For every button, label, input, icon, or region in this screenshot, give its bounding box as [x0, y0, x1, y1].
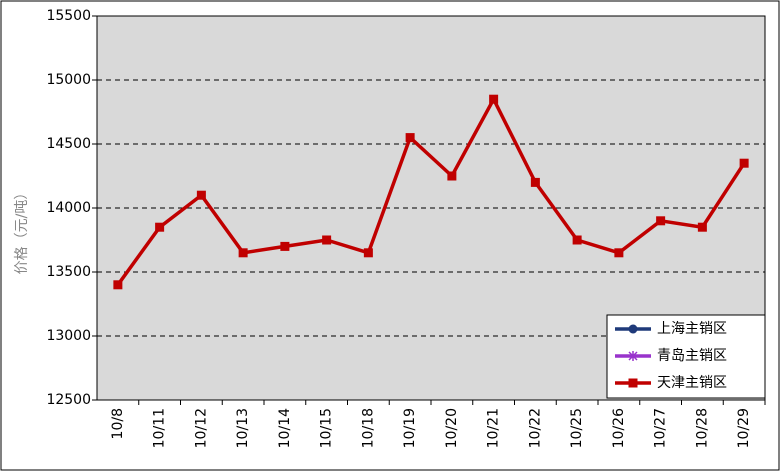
data-point — [363, 248, 373, 258]
x-tick-label: 10/14 — [277, 408, 293, 448]
legend-marker — [628, 324, 638, 334]
x-tick-label: 10/29 — [736, 408, 752, 448]
series-line — [116, 95, 746, 286]
data-point — [322, 235, 332, 245]
y-tick-label: 15000 — [46, 72, 91, 88]
x-tick-label: 10/25 — [569, 408, 585, 448]
x-tick-label: 10/18 — [360, 408, 376, 448]
y-tick-label: 14000 — [46, 200, 91, 216]
data-point — [489, 94, 499, 104]
x-tick-label: 10/13 — [235, 408, 251, 448]
legend-marker — [628, 378, 638, 388]
data-point — [447, 171, 457, 181]
data-point — [155, 222, 165, 232]
data-point — [196, 190, 206, 200]
data-point — [614, 248, 624, 258]
y-axis-label: 价格（元/吨） — [14, 186, 30, 275]
x-tick-label: 10/28 — [694, 408, 710, 448]
data-point — [280, 241, 290, 251]
legend-label: 天津主销区 — [657, 375, 727, 391]
x-tick-label: 10/26 — [611, 408, 627, 448]
legend-label: 上海主销区 — [657, 321, 727, 337]
x-tick-label: 10/19 — [402, 408, 418, 448]
legend-marker — [628, 351, 638, 361]
x-tick-label: 10/12 — [193, 408, 209, 448]
data-point — [405, 133, 415, 143]
x-tick-label: 10/27 — [653, 408, 669, 448]
y-tick-label: 13000 — [46, 328, 91, 344]
data-point — [656, 216, 666, 226]
x-tick-label: 10/20 — [444, 408, 460, 448]
data-point — [113, 280, 123, 290]
data-point — [530, 177, 540, 187]
data-point — [572, 235, 582, 245]
y-tick-label: 14500 — [46, 136, 91, 152]
data-point — [238, 248, 248, 258]
y-tick-label: 13500 — [46, 264, 91, 280]
x-tick-label: 10/21 — [486, 408, 502, 448]
x-tick-label: 10/15 — [319, 408, 335, 448]
x-tick-label: 10/8 — [110, 408, 126, 439]
y-tick-label: 15500 — [46, 8, 91, 24]
data-point — [739, 158, 749, 168]
x-tick-label: 10/11 — [152, 408, 168, 448]
legend-label: 青岛主销区 — [657, 348, 727, 364]
data-point — [697, 222, 707, 232]
y-tick-label: 12500 — [46, 392, 91, 408]
x-tick-label: 10/22 — [527, 408, 543, 448]
